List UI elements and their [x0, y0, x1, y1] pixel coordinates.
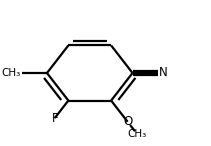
- Text: CH₃: CH₃: [1, 68, 21, 78]
- Text: N: N: [159, 66, 168, 80]
- Text: F: F: [51, 112, 58, 125]
- Text: CH₃: CH₃: [128, 129, 147, 139]
- Text: O: O: [123, 115, 132, 128]
